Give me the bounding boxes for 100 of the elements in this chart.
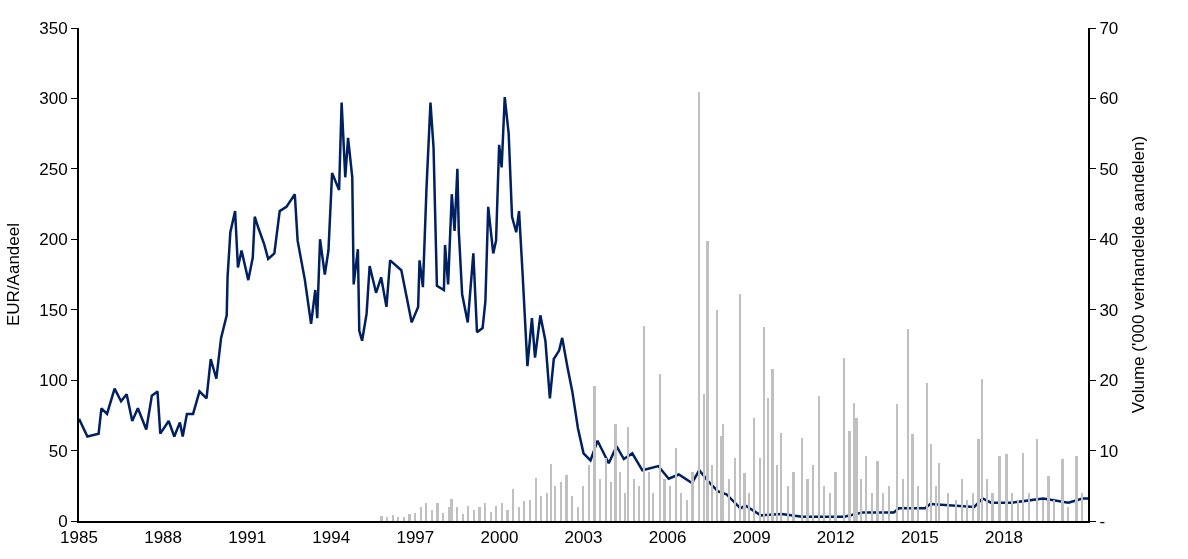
bar xyxy=(648,472,650,521)
bar xyxy=(473,510,475,521)
x-tick-label: 2003 xyxy=(564,528,603,548)
y-tick-label: 50 xyxy=(48,441,68,461)
bar xyxy=(763,327,765,521)
bar xyxy=(1017,500,1019,521)
bar xyxy=(871,493,873,521)
bar xyxy=(728,479,730,521)
x-tick-label: 2018 xyxy=(985,528,1023,548)
y2-tick-label: 20 xyxy=(1099,371,1119,391)
bar xyxy=(1061,459,1064,521)
bar xyxy=(759,458,761,521)
bar xyxy=(743,473,746,521)
bar xyxy=(680,493,682,521)
y-tick-label: 0 xyxy=(58,511,68,531)
bar xyxy=(506,510,509,521)
bar xyxy=(450,499,453,521)
x-tick-label: 1985 xyxy=(60,528,98,548)
bar xyxy=(706,241,709,521)
bar xyxy=(546,493,548,521)
bar xyxy=(408,514,411,521)
bar xyxy=(792,472,795,521)
bar xyxy=(431,510,433,521)
bar xyxy=(478,507,481,521)
y-tick-label: 150 xyxy=(39,300,68,320)
bar xyxy=(767,398,769,521)
bar xyxy=(659,374,661,521)
y2-tick-label: 10 xyxy=(1099,441,1119,461)
bar xyxy=(1081,493,1083,521)
bar xyxy=(560,482,562,521)
bar xyxy=(972,493,974,521)
bar xyxy=(582,486,584,521)
bar xyxy=(414,513,416,521)
bar xyxy=(917,486,919,521)
bar xyxy=(442,513,444,521)
bar xyxy=(540,496,542,521)
y2-tick-label: 50 xyxy=(1099,159,1119,179)
bar xyxy=(806,479,809,521)
bar xyxy=(853,403,855,521)
bar xyxy=(771,369,774,521)
bar xyxy=(848,431,851,521)
bar xyxy=(966,500,968,521)
y-tick-label: 350 xyxy=(39,18,68,38)
bar xyxy=(829,493,831,521)
line-series xyxy=(79,95,1088,519)
y2-tick-label: 70 xyxy=(1099,18,1119,38)
bar xyxy=(1042,500,1044,521)
bar xyxy=(565,475,568,521)
bar xyxy=(380,516,383,521)
bar xyxy=(882,493,884,521)
bar xyxy=(1036,439,1038,521)
bar xyxy=(834,472,837,521)
bar xyxy=(627,427,629,521)
bar xyxy=(420,507,422,521)
bar xyxy=(495,506,497,521)
bar xyxy=(998,456,1001,521)
bar xyxy=(456,507,458,521)
bar xyxy=(753,418,755,521)
bar xyxy=(643,326,645,521)
bar xyxy=(843,358,845,521)
y-tick-label: 300 xyxy=(39,89,68,109)
bar xyxy=(425,503,427,521)
x-tick-label: 2009 xyxy=(732,528,771,548)
x-tick-label: 2012 xyxy=(816,528,855,548)
bar xyxy=(1075,456,1078,521)
y-axis-title: EUR/Aandeel xyxy=(4,222,24,327)
bar xyxy=(484,503,486,521)
bar xyxy=(652,493,654,521)
bar xyxy=(947,493,949,521)
bar xyxy=(501,503,503,521)
y2-axis-title: Volume ('000 verhandelde aandelen) xyxy=(1129,135,1149,414)
bar xyxy=(1028,493,1030,521)
y2-tick-label: 30 xyxy=(1099,300,1119,320)
bar xyxy=(686,500,688,521)
y-tick-label: 200 xyxy=(39,230,68,250)
bar xyxy=(599,479,601,521)
y2-tick-label: - xyxy=(1099,511,1106,531)
bar xyxy=(865,456,867,521)
bar xyxy=(571,496,573,521)
bar xyxy=(911,434,914,521)
y2-tick-label: 60 xyxy=(1099,89,1119,109)
bar xyxy=(801,438,803,521)
bar xyxy=(386,517,388,521)
x-tick-label: 1991 xyxy=(228,528,267,548)
bar xyxy=(698,92,700,521)
bar xyxy=(955,500,957,521)
bar xyxy=(675,448,677,521)
bar xyxy=(577,507,579,521)
bar xyxy=(938,463,940,521)
x-tick-label: 1988 xyxy=(144,528,182,548)
bar xyxy=(663,479,666,521)
bar xyxy=(1022,453,1024,521)
bar xyxy=(523,501,525,521)
bar xyxy=(614,424,617,521)
bar xyxy=(986,479,988,521)
bar xyxy=(748,493,750,521)
bar xyxy=(930,444,932,521)
bar xyxy=(691,472,694,521)
y-tick-label: 100 xyxy=(39,371,68,391)
bar xyxy=(633,479,635,521)
